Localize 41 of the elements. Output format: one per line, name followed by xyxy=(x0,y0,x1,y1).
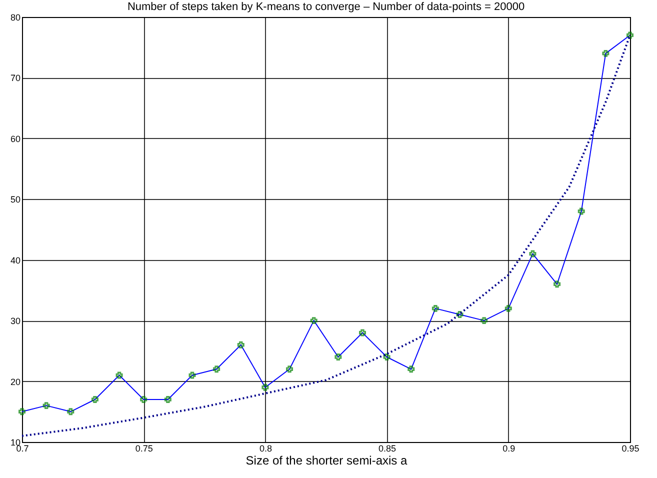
point xyxy=(67,408,74,416)
y-tick-label: 20 xyxy=(10,376,20,387)
point xyxy=(408,366,415,373)
point xyxy=(456,311,464,318)
x-axis-title: Size of the shorter semi-axis a xyxy=(246,454,408,468)
point xyxy=(480,317,488,324)
point xyxy=(91,396,98,403)
point xyxy=(383,354,390,360)
point xyxy=(529,250,536,258)
point xyxy=(602,50,610,57)
point xyxy=(626,32,634,39)
point xyxy=(504,304,512,312)
point xyxy=(42,402,50,410)
point xyxy=(164,396,172,403)
point xyxy=(334,354,342,360)
point xyxy=(116,372,123,379)
x-tick-label: 0.7 xyxy=(16,444,29,454)
x-tick-label: 0.75 xyxy=(135,444,153,454)
point xyxy=(237,341,244,348)
point xyxy=(18,408,26,416)
point xyxy=(188,372,196,379)
point xyxy=(310,317,318,324)
point xyxy=(432,304,439,312)
y-tick-label: 50 xyxy=(10,194,20,205)
y-tick-label: 80 xyxy=(10,12,20,22)
point xyxy=(358,329,366,336)
x-tick-label: 0.85 xyxy=(378,444,396,454)
x-tick-label: 0.9 xyxy=(502,444,516,454)
x-tick-label: 0.95 xyxy=(622,444,640,454)
point xyxy=(286,366,294,373)
chart-title: Number of steps taken by K-means to converge – Number of data-points = 20000 xyxy=(127,1,525,13)
point xyxy=(140,396,148,403)
point xyxy=(578,208,585,215)
point xyxy=(554,280,561,288)
y-tick-label: 40 xyxy=(10,255,20,266)
x-tick-label: 0.8 xyxy=(259,444,272,454)
y-tick-label: 30 xyxy=(10,316,20,326)
y-tick-label: 60 xyxy=(10,134,20,144)
y-tick-label: 70 xyxy=(10,73,20,84)
point xyxy=(213,366,220,373)
point xyxy=(262,384,269,391)
